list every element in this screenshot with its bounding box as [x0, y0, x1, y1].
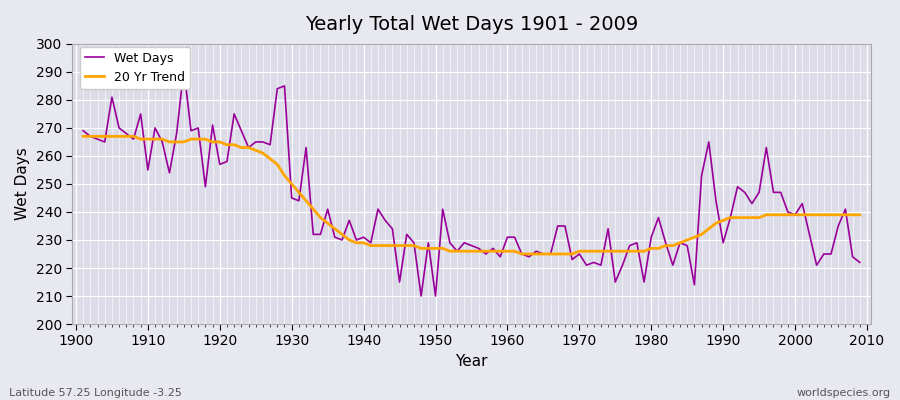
- Text: Latitude 57.25 Longitude -3.25: Latitude 57.25 Longitude -3.25: [9, 388, 182, 398]
- 20 Yr Trend: [337, 232, 347, 237]
- Wet Days: [603, 226, 614, 231]
- Line: 20 Yr Trend: 20 Yr Trend: [83, 136, 860, 254]
- Wet Days: [416, 294, 427, 298]
- Wet Days: [509, 235, 520, 240]
- Wet Days: [135, 112, 146, 116]
- Wet Days: [854, 260, 865, 265]
- Wet Days: [301, 145, 311, 150]
- 20 Yr Trend: [502, 249, 513, 254]
- 20 Yr Trend: [135, 137, 146, 142]
- Wet Days: [77, 128, 88, 133]
- Title: Yearly Total Wet Days 1901 - 2009: Yearly Total Wet Days 1901 - 2009: [305, 15, 638, 34]
- 20 Yr Trend: [77, 134, 88, 139]
- Wet Days: [178, 67, 189, 72]
- Line: Wet Days: Wet Days: [83, 69, 860, 296]
- Legend: Wet Days, 20 Yr Trend: Wet Days, 20 Yr Trend: [80, 47, 190, 89]
- Wet Days: [344, 218, 355, 223]
- 20 Yr Trend: [495, 249, 506, 254]
- X-axis label: Year: Year: [455, 354, 488, 369]
- 20 Yr Trend: [854, 212, 865, 217]
- Y-axis label: Wet Days: Wet Days: [15, 148, 30, 220]
- 20 Yr Trend: [596, 249, 607, 254]
- 20 Yr Trend: [293, 190, 304, 195]
- Text: worldspecies.org: worldspecies.org: [796, 388, 891, 398]
- Wet Days: [517, 252, 527, 256]
- 20 Yr Trend: [517, 252, 527, 256]
